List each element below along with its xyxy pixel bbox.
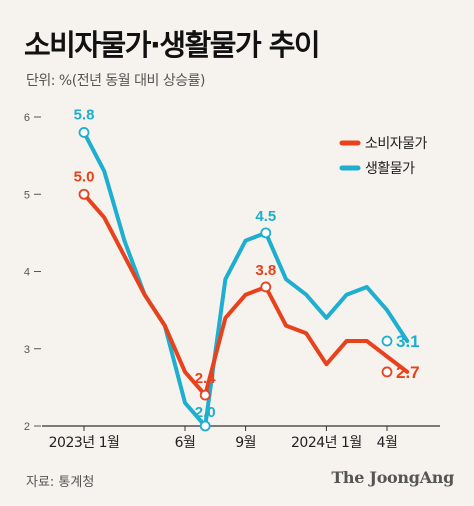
data-labels: 5.8 2.0 4.5 3.1 5.0 2.4 3.8 2.7: [74, 106, 420, 421]
data-point-marker: [260, 227, 272, 239]
data-point-marker: [381, 335, 393, 347]
data-label: 2.7: [396, 363, 420, 382]
y-tick-label: 6: [24, 112, 30, 124]
x-tick-label: 6월: [175, 435, 196, 451]
data-label: 2.0: [195, 404, 216, 421]
y-axis-ticks: 2 3 4 5 6: [24, 112, 41, 433]
series-markers: [78, 127, 393, 432]
data-label: 5.0: [74, 168, 95, 185]
data-label: 3.8: [255, 262, 276, 279]
data-point-marker: [199, 389, 211, 401]
data-label: 5.8: [74, 106, 95, 123]
y-tick-label: 3: [24, 344, 30, 356]
legend-label: 소비자물가: [365, 136, 428, 152]
x-tick-label: 2023년 1월: [49, 435, 120, 451]
x-axis-ticks: 2023년 1월 6월 9월 2024년 1월 4월: [49, 426, 398, 451]
x-tick-label: 2024년 1월: [291, 435, 362, 451]
data-label: 3.1: [396, 332, 420, 351]
brand-logo: The JoongAng: [331, 468, 454, 487]
data-label: 2.4: [195, 370, 217, 387]
y-tick-label: 4: [24, 267, 30, 279]
source-note: 자료: 통계청: [26, 475, 95, 490]
chart-subtitle: 단위: %(전년 동월 대비 상승률): [26, 73, 205, 89]
data-point-marker: [199, 420, 211, 432]
x-tick-label: 9월: [235, 435, 256, 451]
legend-label: 생활물가: [365, 161, 415, 177]
data-label: 4.5: [255, 208, 276, 225]
data-point-marker: [381, 366, 393, 378]
y-tick-label: 2: [24, 421, 30, 433]
data-point-marker: [260, 281, 272, 293]
series-line-cpi: [82, 192, 410, 398]
series-line-living: [82, 130, 410, 428]
series-lines: [82, 130, 410, 428]
data-point-marker: [78, 127, 90, 138]
x-tick-label: 4월: [377, 435, 398, 451]
data-point-marker: [78, 188, 90, 200]
y-tick-label: 5: [24, 189, 30, 201]
chart-title: 소비자물가·생활물가 추이: [24, 28, 321, 62]
